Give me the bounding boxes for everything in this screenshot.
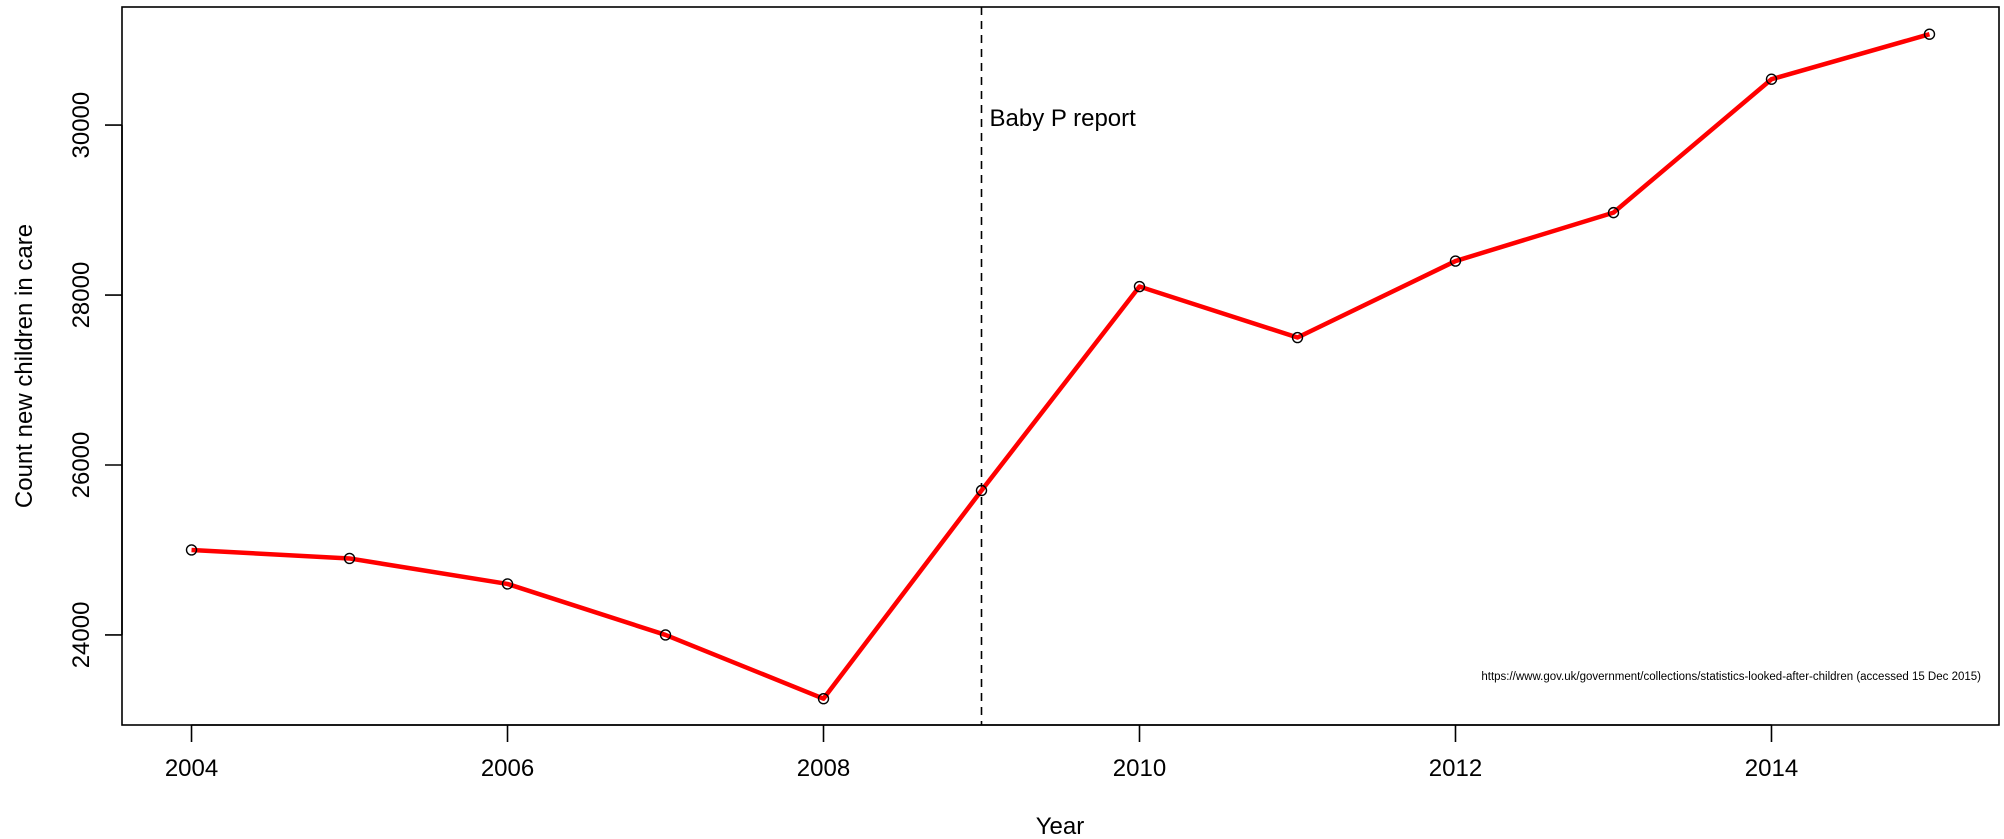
- x-tick-label: 2004: [165, 755, 218, 782]
- data-point: [501, 578, 514, 590]
- y-axis-label: Count new children in care: [11, 224, 38, 508]
- y-tick-label: 26000: [68, 432, 95, 499]
- x-axis-label: Year: [1036, 813, 1085, 839]
- y-tick-label: 24000: [68, 602, 95, 669]
- annotations: Baby P report: [980, 7, 1137, 725]
- y-axis: 24000 26000 28000 30000: [68, 92, 123, 669]
- data-point: [975, 484, 988, 497]
- x-tick-label: 2008: [797, 755, 850, 782]
- data-point: [343, 552, 356, 565]
- data-point: [185, 544, 198, 556]
- data-point: [1291, 331, 1304, 344]
- data-point: [1133, 280, 1146, 293]
- data-point: [1765, 73, 1778, 85]
- data-point: [817, 692, 830, 705]
- x-tick-label: 2010: [1113, 755, 1166, 782]
- series-group: [185, 28, 1936, 705]
- x-tick-label: 2012: [1429, 755, 1482, 782]
- series-line: [191, 32, 1931, 701]
- data-point: [1449, 255, 1462, 267]
- source-caption: https://www.gov.uk/government/collection…: [1481, 671, 1981, 683]
- annotation-label: Baby P report: [990, 105, 1137, 132]
- y-tick-label: 28000: [68, 262, 95, 329]
- y-tick-label: 30000: [68, 92, 95, 159]
- data-point: [1923, 28, 1936, 40]
- x-axis: 2004 2006 2008 2010 2012 2014: [165, 724, 1798, 782]
- data-point: [659, 629, 672, 641]
- data-point: [1607, 206, 1620, 219]
- x-tick-label: 2006: [481, 755, 534, 782]
- x-tick-label: 2014: [1745, 755, 1798, 782]
